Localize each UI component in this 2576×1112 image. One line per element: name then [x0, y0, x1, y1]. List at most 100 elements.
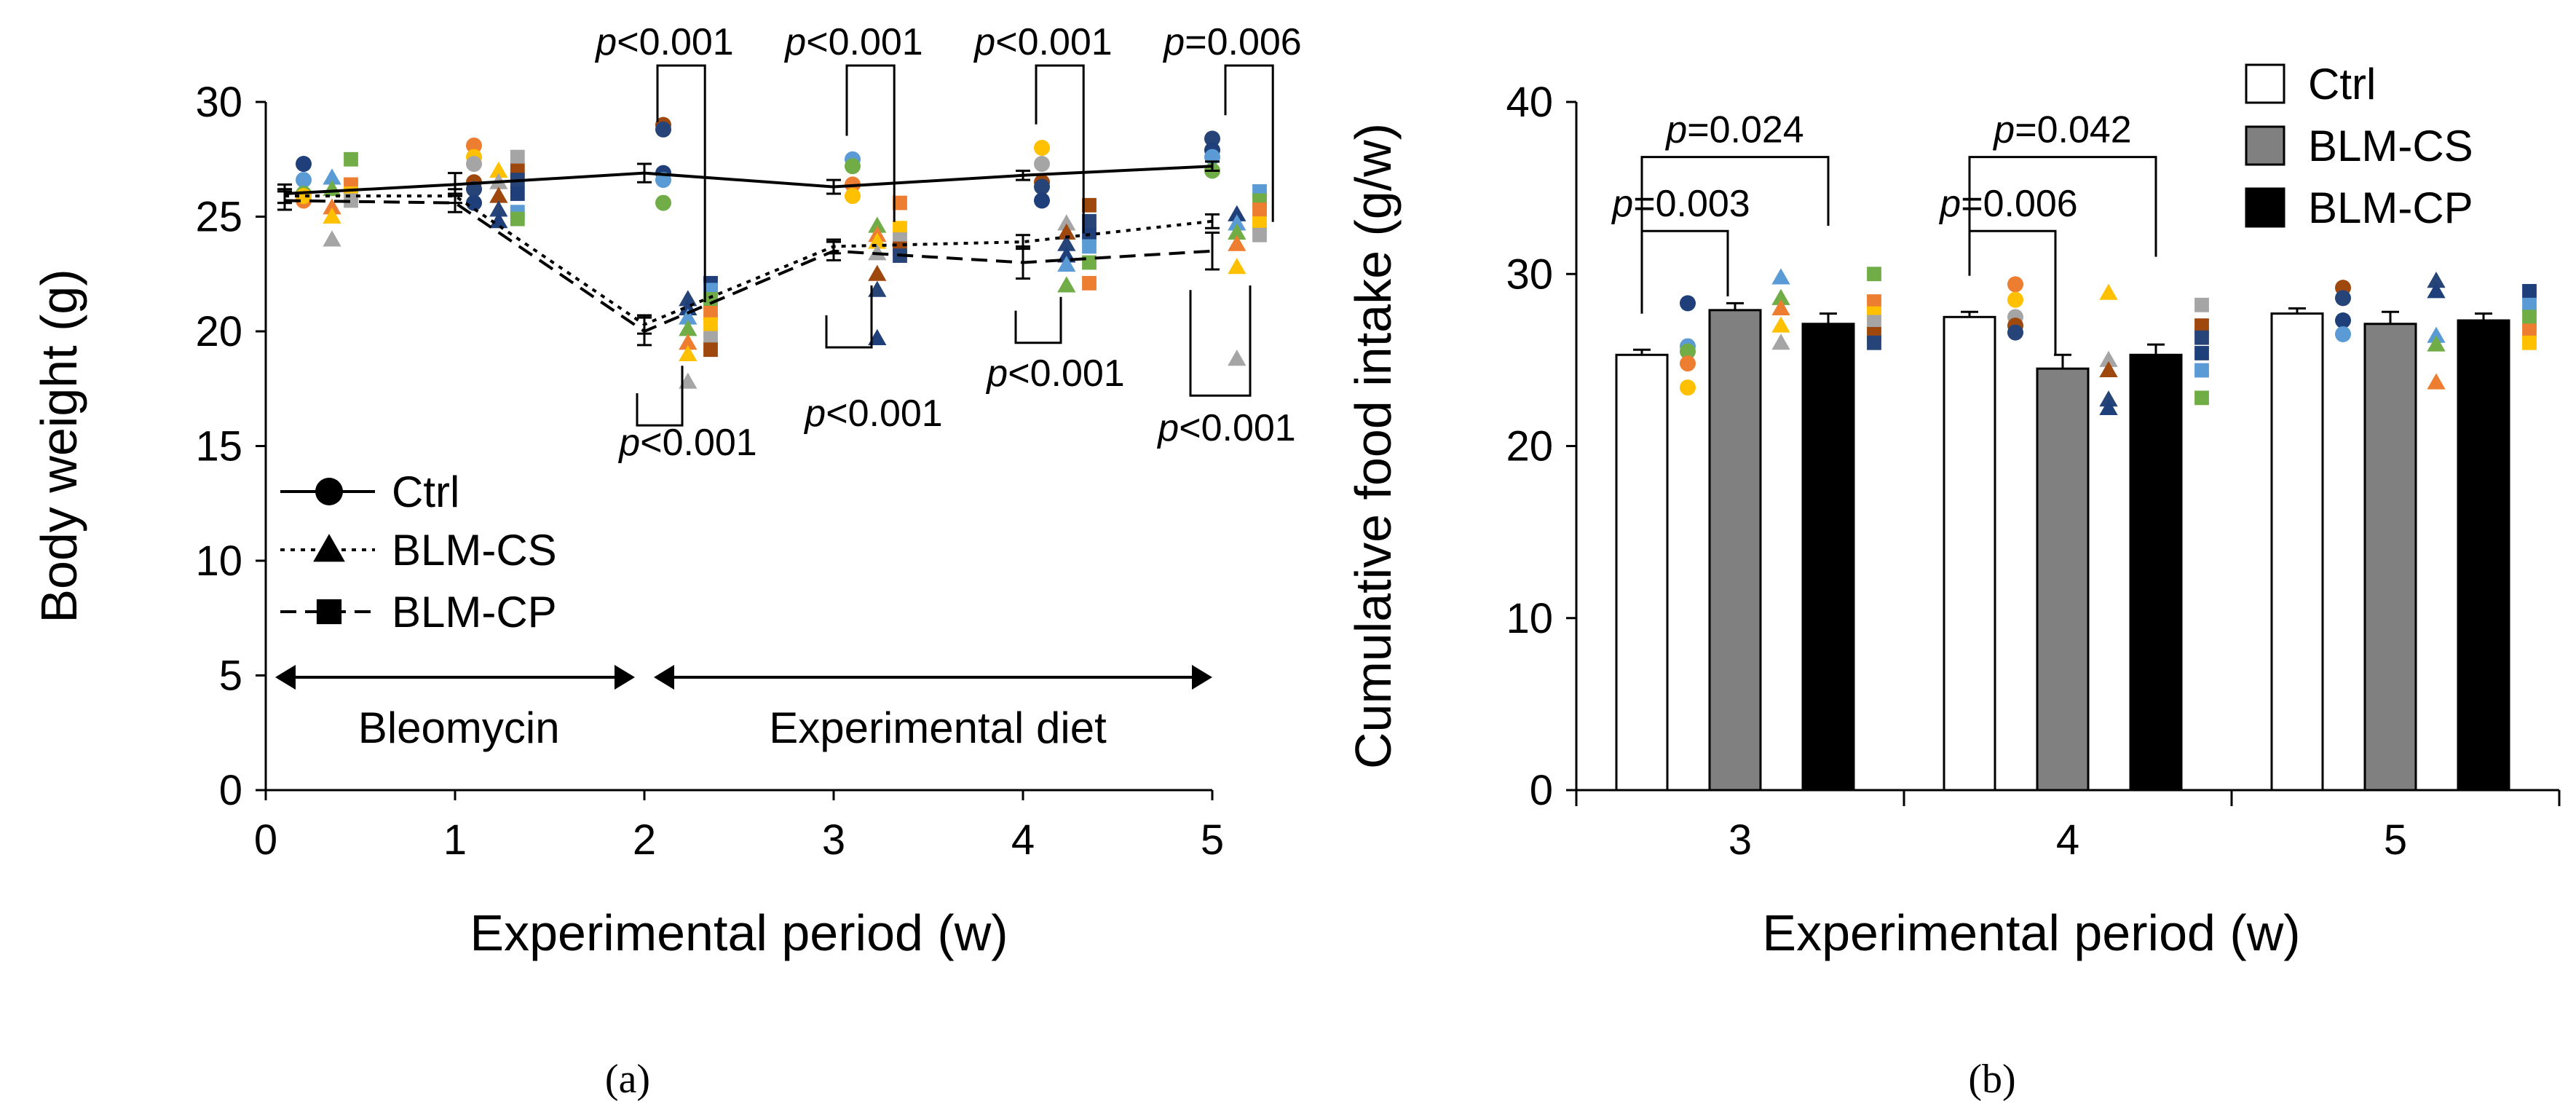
- panel-b-individual-point: [1771, 316, 1790, 333]
- panel-b-legend: Ctrl BLM-CS BLM-CP: [2245, 60, 2473, 232]
- panel-a-individual-point: [868, 244, 887, 261]
- panel-b-individual-point: [2007, 324, 2023, 341]
- panel-a-x-tick-label: 0: [254, 816, 277, 864]
- panel-a-individual-point: [1252, 227, 1267, 242]
- panel-b-x-axis-label: Experimental period (w): [1762, 904, 2300, 961]
- panel-b-individual-point: [2099, 398, 2118, 416]
- panel-a-x-axis-label: Experimental period (w): [470, 904, 1008, 961]
- panel-b-individual-point: [1867, 335, 1881, 350]
- panel-a-top-p-value: p<0.001: [783, 21, 922, 63]
- panel-b-individual-point: [1680, 295, 1696, 312]
- panel-a-individual-point: [1034, 156, 1050, 173]
- panel-a-x-tick-label: 2: [633, 816, 656, 864]
- panel-a-y-axis-label: Body weight (g): [31, 269, 87, 623]
- panel-b-individual-point: [2335, 312, 2351, 329]
- panel-b-individual-point: [2099, 360, 2118, 378]
- panel-a-individual-point: [1228, 214, 1246, 231]
- panel-a-individual-point: [323, 198, 341, 215]
- panel-b-individual-point: [1680, 379, 1696, 396]
- panel-b-bars: [1615, 301, 2510, 792]
- panel-a-individual-point: [679, 308, 698, 325]
- panel-a-individual-point: [1082, 197, 1097, 213]
- panel-b-bar-blm-cs: [2363, 323, 2417, 792]
- panel-a-bottom-p-value: p<0.001: [985, 352, 1124, 395]
- panel-a-individual-point: [868, 264, 887, 281]
- panel-a-individual-point: [679, 344, 698, 361]
- panel-b-legend-label-ctrl: Ctrl: [2308, 60, 2376, 109]
- panel-a-bottom-bracket: [825, 285, 873, 349]
- panel-a-line-ctrl: [284, 165, 1213, 195]
- panel-a-individual-point: [1057, 276, 1076, 293]
- panel-a-legend-marker-blm-cs: [313, 534, 345, 562]
- panel-a-legend-label-blm-cs: BLM-CS: [392, 526, 557, 575]
- panel-a-individual-point: [1228, 258, 1246, 275]
- panel-a-individual-point: [845, 188, 861, 205]
- panel-a-individual-point: [466, 137, 482, 154]
- panel-b-individual-point: [1771, 299, 1790, 315]
- panel-b-individual-point: [2427, 326, 2446, 343]
- panel-b-individual-point: [2335, 290, 2351, 307]
- panel-a-legend-label-blm-cp: BLM-CP: [392, 588, 557, 636]
- panel-a-individual-point: [1034, 140, 1050, 156]
- panel-a-y-tick-label: 10: [195, 537, 242, 585]
- panel-a-individual-point: [1252, 202, 1267, 217]
- panel-a-individual-point: [655, 121, 671, 138]
- panel-a-y-tick-label: 20: [195, 308, 242, 355]
- panel-b-individual-point: [1867, 294, 1881, 309]
- panel-a-individual-point: [703, 317, 718, 332]
- panel-b-p-value: p=0.006: [1938, 183, 2077, 225]
- panel-a-individual-points: [296, 117, 1267, 389]
- panel-a-y-tick-label: 15: [195, 423, 242, 470]
- panel-b-legend-swatch-blm-cs: [2245, 125, 2285, 166]
- panel-a-individual-point: [679, 290, 698, 307]
- panel-a-y-tick-label: 25: [195, 194, 242, 241]
- panel-a-individual-point: [1228, 234, 1246, 251]
- panel-b-p-value: p=0.003: [1611, 183, 1750, 225]
- panel-a-top-p-value: p<0.001: [594, 21, 733, 63]
- panel-b-significance-bracket: [1640, 156, 1830, 314]
- panel-a-individual-point: [1057, 214, 1076, 231]
- panel-a-individual-point: [1057, 223, 1076, 240]
- panel-a-individual-point: [1252, 216, 1267, 231]
- panel-a-individual-point: [893, 195, 907, 210]
- panel-a-individual-point: [679, 320, 698, 336]
- panel-b-food-intake-chart: 0 10 20 30 40 3 4 5 Experimental period (w) Cumul…: [1345, 60, 2561, 961]
- panel-b-y-tick-label: 10: [1506, 595, 1553, 642]
- panel-a-axes: 0 5 10 15 20 25 30 0 1 2 3 4 5 Experimental period (w…: [31, 79, 1224, 961]
- panel-b-individual-point: [2194, 318, 2209, 334]
- panel-b-y-tick-label: 30: [1506, 251, 1553, 298]
- panel-a-top-bracket: [1224, 64, 1274, 222]
- panel-b-individual-point: [2099, 350, 2118, 367]
- panel-a-x-tick-label: 3: [822, 816, 845, 864]
- panel-a-individual-point: [510, 211, 525, 226]
- panel-a-individual-point: [489, 161, 508, 178]
- panel-b-individual-point: [2194, 390, 2209, 406]
- panel-a-bottom-p-value: p<0.001: [1156, 407, 1295, 449]
- panel-a-legend-marker-blm-cp: [316, 599, 342, 625]
- panel-a-individual-point: [466, 194, 482, 211]
- panel-b-y-tick-label: 20: [1506, 423, 1553, 470]
- panel-b-bar-ctrl: [2270, 312, 2324, 792]
- panel-b-individual-point: [2099, 390, 2118, 407]
- panel-b-bar-blm-cp: [2129, 353, 2183, 792]
- panel-b-individual-point: [2522, 283, 2537, 299]
- panel-a-individual-point: [868, 216, 887, 233]
- panel-a-line-blm-cp: [284, 199, 1213, 334]
- panel-b-individual-point: [1771, 334, 1790, 350]
- panel-b-individual-point: [1680, 355, 1696, 372]
- panel-a-y-tick-label: 30: [195, 79, 242, 126]
- panel-b-individual-point: [2427, 335, 2446, 352]
- panel-a-individual-point: [466, 181, 482, 197]
- panel-a-series-lines: [277, 160, 1220, 347]
- panel-a-legend: Ctrl BLM-CS BLM-CP: [280, 468, 557, 636]
- panel-b-bar-ctrl: [1615, 353, 1669, 792]
- panel-b-x-tick-label: 5: [2384, 816, 2407, 864]
- panel-a-individual-point: [323, 230, 341, 247]
- panel-b-individual-point: [2194, 363, 2209, 378]
- panel-a-individual-point: [679, 334, 698, 350]
- panel-b-individual-point: [2194, 346, 2209, 360]
- panel-b-x-tick-label: 3: [1728, 816, 1752, 864]
- panel-b-individual-point: [2427, 282, 2446, 299]
- panel-b-x-tick-label: 4: [2056, 816, 2079, 864]
